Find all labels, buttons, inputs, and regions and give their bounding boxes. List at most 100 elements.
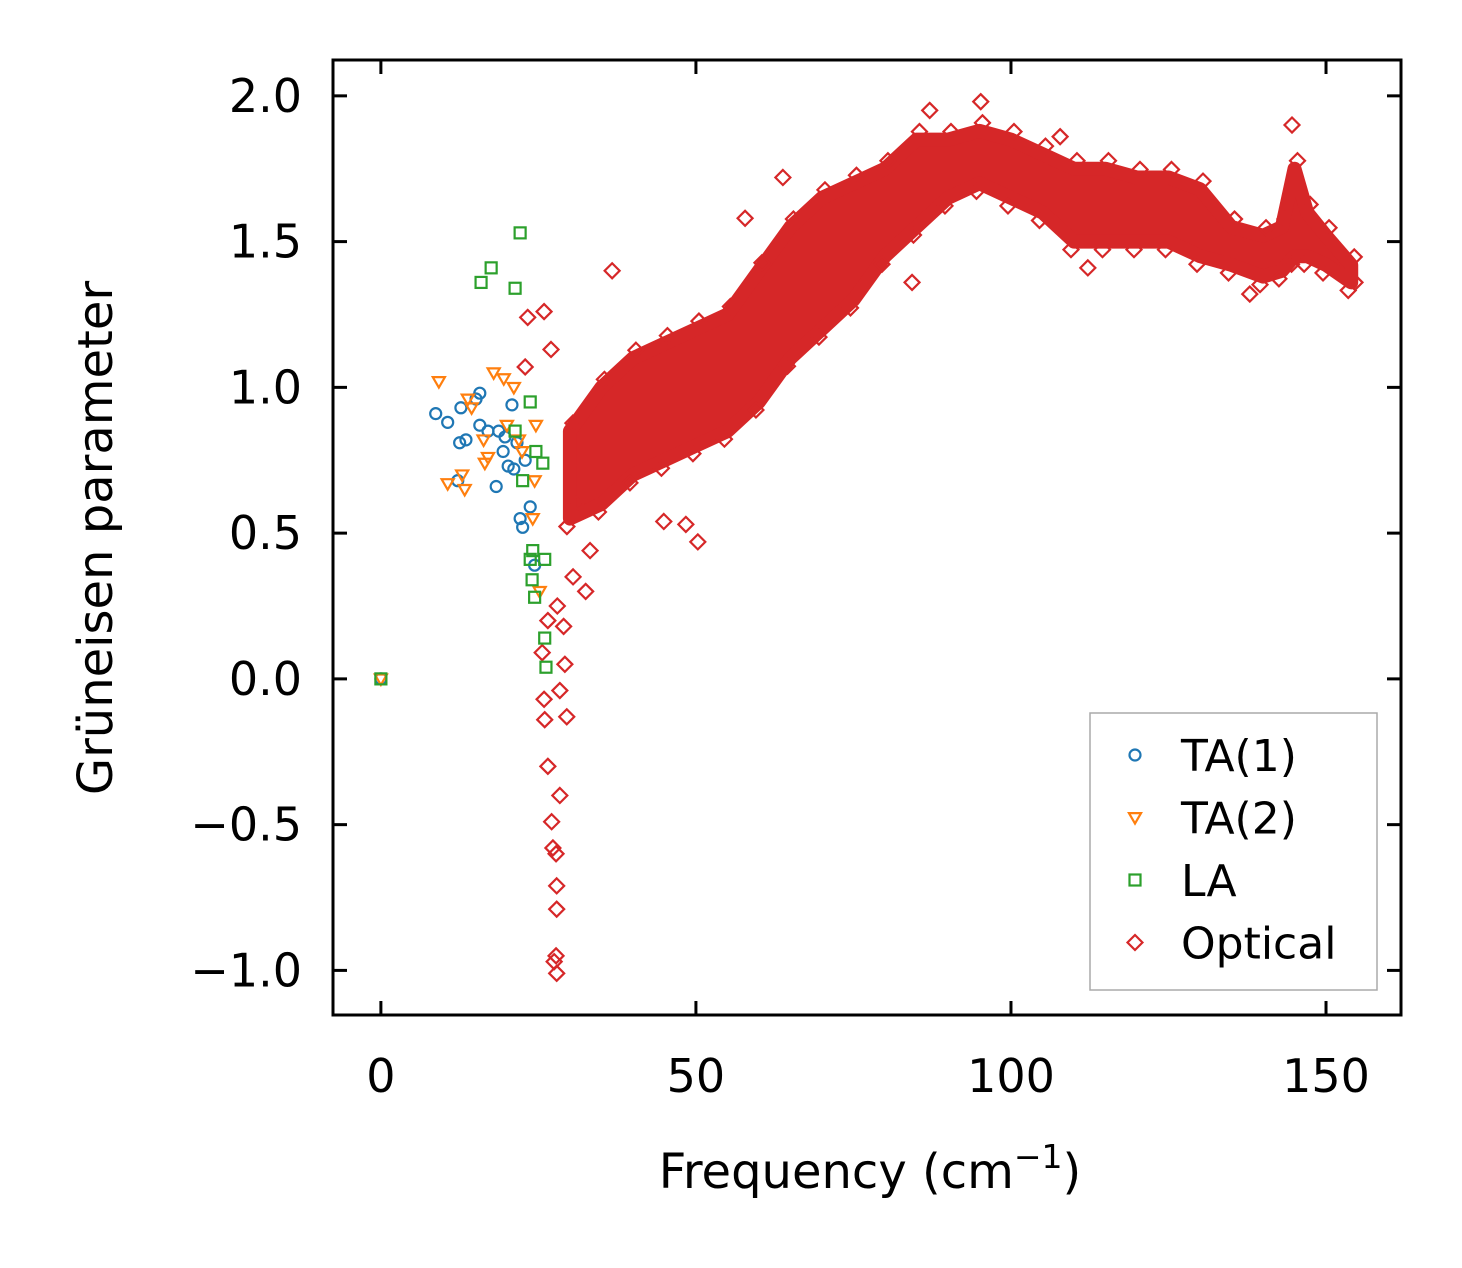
optical-point <box>910 122 929 141</box>
data-point <box>456 483 473 498</box>
optical-point <box>1124 240 1144 259</box>
data-point <box>545 952 564 971</box>
data-point <box>538 631 552 645</box>
data-point <box>546 844 566 863</box>
legend-item: TA(2) <box>1127 794 1297 845</box>
optical-point <box>652 459 671 478</box>
data-point <box>459 393 476 408</box>
data-point <box>505 381 522 396</box>
series-optical <box>516 92 1365 983</box>
data-point <box>535 690 554 709</box>
optical-point <box>815 180 835 199</box>
optical-point <box>878 151 898 170</box>
axis-ticks: 0 50 100 150 −1.0 −0.5 0.0 0.5 1.0 1.5 2.0 <box>190 60 1401 1103</box>
data-point <box>529 444 543 459</box>
optical-point <box>1345 247 1364 266</box>
data-point <box>971 92 990 111</box>
data-point <box>1051 127 1070 146</box>
y-tick-label: 1.0 <box>229 360 302 414</box>
optical-point <box>1036 137 1055 156</box>
data-point <box>773 168 792 187</box>
y-tick-label: 0.0 <box>229 652 302 706</box>
optical-point <box>557 517 576 536</box>
legend-item: TA(1) <box>1128 731 1297 782</box>
data-point <box>676 515 695 534</box>
optical-dense-band <box>562 123 1359 526</box>
data-point <box>474 275 488 290</box>
data-point <box>576 582 595 601</box>
optical-point <box>784 209 803 229</box>
data-point <box>480 451 496 466</box>
data-point <box>489 479 503 494</box>
data-point <box>525 573 539 587</box>
optical-point <box>809 328 829 347</box>
optical-point <box>589 502 608 522</box>
data-point <box>688 532 707 551</box>
optical-point <box>1319 218 1339 237</box>
legend-marker-circle-icon <box>1128 748 1142 762</box>
data-point <box>523 500 537 514</box>
data-point <box>554 617 573 636</box>
optical-point <box>1187 255 1207 274</box>
data-point <box>538 611 557 630</box>
optical-point <box>872 255 892 274</box>
data-point <box>453 436 467 450</box>
optical-point <box>1004 122 1024 141</box>
optical-point <box>563 414 582 433</box>
x-axis-label: Frequency (cm−1) <box>659 1137 1082 1200</box>
optical-point <box>1295 255 1314 274</box>
optical-point <box>778 357 797 376</box>
data-point <box>454 401 468 415</box>
data-point <box>543 838 562 858</box>
optical-point <box>1313 263 1333 282</box>
data-point <box>1240 285 1259 304</box>
legend-item: LA <box>1128 856 1237 907</box>
data-point <box>541 340 561 359</box>
optical-point <box>1162 160 1181 179</box>
plot-marks <box>372 92 1365 983</box>
data-point <box>374 672 388 686</box>
data-point <box>510 434 527 449</box>
data-point <box>496 444 510 459</box>
optical-point <box>998 196 1018 215</box>
optical-point <box>841 298 860 317</box>
optical-point <box>1156 240 1175 259</box>
data-point <box>535 302 554 321</box>
optical-point <box>1275 209 1294 229</box>
data-point <box>533 643 552 662</box>
data-point <box>518 308 537 327</box>
optical-point <box>1093 240 1112 259</box>
data-point <box>516 520 530 534</box>
data-point <box>736 209 755 228</box>
data-point <box>507 462 521 476</box>
legend-label: TA(2) <box>1180 794 1297 845</box>
optical-point <box>1250 275 1270 294</box>
data-point <box>523 552 537 566</box>
data-point <box>526 475 543 489</box>
data-point <box>524 513 541 527</box>
data-point <box>495 373 512 387</box>
optical-point <box>967 182 986 201</box>
legend-marker-diamond-icon <box>1125 933 1145 952</box>
data-point <box>902 273 922 292</box>
data-point <box>475 434 492 449</box>
x-tick-label: 150 <box>1282 1049 1370 1103</box>
series-la <box>374 226 553 686</box>
optical-point <box>689 312 708 331</box>
data-point <box>603 261 622 280</box>
data-point <box>538 552 552 566</box>
data-point <box>547 900 566 919</box>
x-tick-label: 100 <box>967 1049 1055 1103</box>
y-axis-label: Grüneisen parameter <box>68 281 124 796</box>
data-point <box>550 681 569 700</box>
y-tick-label: 2.0 <box>229 69 302 123</box>
data-point <box>548 596 567 616</box>
legend-label: Optical <box>1181 919 1336 970</box>
data-point <box>454 469 471 484</box>
optical-point <box>1219 263 1238 282</box>
optical-point <box>1130 160 1150 179</box>
optical-point <box>935 196 955 215</box>
optical-point <box>847 166 866 185</box>
data-point <box>523 395 537 409</box>
